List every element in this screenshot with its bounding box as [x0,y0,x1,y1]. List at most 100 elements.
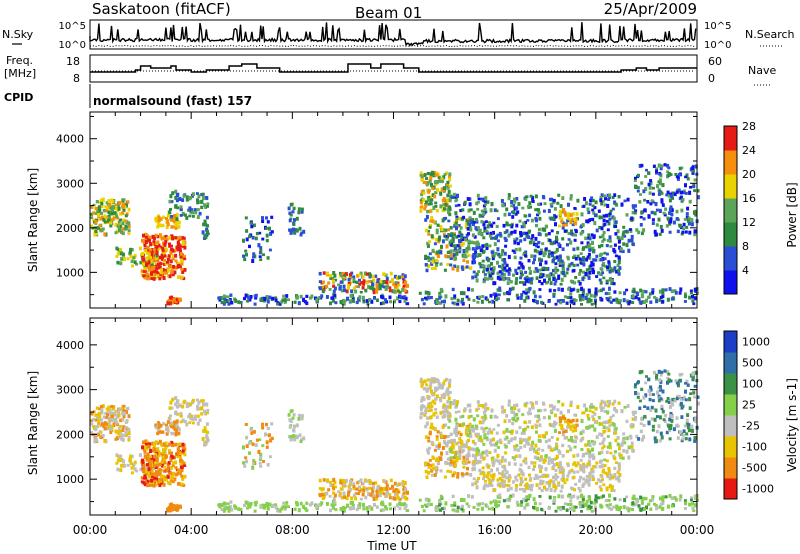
velocity-cell [123,463,126,468]
velocity-cell [155,458,159,462]
velocity-cell [529,476,533,480]
power-cell [528,240,532,245]
velocity-cell [686,413,690,417]
power-cell [125,212,129,216]
power-cell [465,265,469,269]
power-cell [155,254,159,258]
power-cell [513,200,517,204]
power-cell [219,296,223,300]
power-cell [483,273,487,276]
power-cell [169,264,173,269]
power-cell [524,214,528,218]
velocity-cell [617,467,621,472]
velocity-cell [606,445,610,449]
power-cell [685,215,689,220]
velocity-cell [685,418,689,423]
power-cell [191,210,195,215]
power-cell [145,251,149,255]
power-cell [258,231,262,235]
power-cell [371,282,375,286]
velocity-cell [503,443,507,447]
power-cell [563,229,567,233]
power-cell [515,277,519,281]
velocity-cell [558,463,562,467]
velocity-cell [436,394,439,398]
velocity-cell [682,433,686,437]
power-cell [676,229,680,234]
power-cell [586,241,590,246]
power-cell [643,300,647,304]
velocity-cell [672,427,676,432]
power-cell [179,208,183,212]
velocity-cell [92,425,96,429]
velocity-cell [507,440,511,445]
velocity-cell [108,422,112,427]
velocity-cell [608,476,612,481]
power-cell [388,289,392,293]
power-cell [342,302,346,306]
velocity-cell [554,421,558,425]
power-cell [558,256,562,260]
power-cell [449,249,453,254]
power-cell [438,293,442,298]
velocity-cell [436,461,440,465]
velocity-cell [557,483,561,487]
velocity-cell [544,439,548,444]
power-cell [448,177,452,182]
power-cell [354,285,358,288]
power-cell [639,288,643,293]
power-cell [93,232,97,237]
velocity-cell [691,375,695,379]
velocity-cell [586,480,590,485]
velocity-cell [129,461,133,466]
velocity-cell [599,404,603,409]
power-cell [489,208,493,213]
velocity-cell [491,463,495,467]
power-cell [423,207,427,211]
power-cell [548,273,552,278]
power-cell [515,272,519,275]
power-cell [107,199,111,203]
velocity-cell [161,455,165,459]
velocity-cell [618,444,622,448]
velocity-cell [122,425,126,429]
velocity-cell [564,430,568,433]
cpid-label: CPID [4,91,33,104]
velocity-cell [451,473,455,478]
power-cell [529,194,533,198]
power-cell [689,185,693,189]
velocity-cell [168,481,172,485]
power-cell [401,286,405,290]
velocity-cell [381,488,385,492]
power-cell [527,259,531,263]
velocity-cell [449,432,453,437]
velocity-cell [693,384,697,388]
power-cell [506,277,510,280]
velocity-cell [551,423,555,427]
velocity-cell [430,404,434,409]
power-cell [660,198,664,202]
power-cell [356,285,360,289]
velocity-cell [605,420,609,424]
power-cell [121,227,125,231]
power-cell [565,243,569,247]
power-cell [587,275,591,280]
power-cell [619,247,623,252]
power-cell [153,269,157,274]
power-cell [435,173,439,177]
velocity-cell [669,423,673,427]
velocity-cell [466,403,470,408]
power-cell [432,205,436,210]
power-cell [560,259,564,263]
power-cell [469,208,473,212]
power-cell [458,243,462,247]
power-cell [427,195,431,199]
velocity-cell [591,415,595,418]
power-cell [630,238,634,243]
power-cell [425,200,428,204]
velocity-cell [404,487,408,492]
velocity-cell [148,442,152,446]
power-cell [533,270,537,274]
power-cell [482,221,486,225]
velocity-cell [634,383,637,386]
